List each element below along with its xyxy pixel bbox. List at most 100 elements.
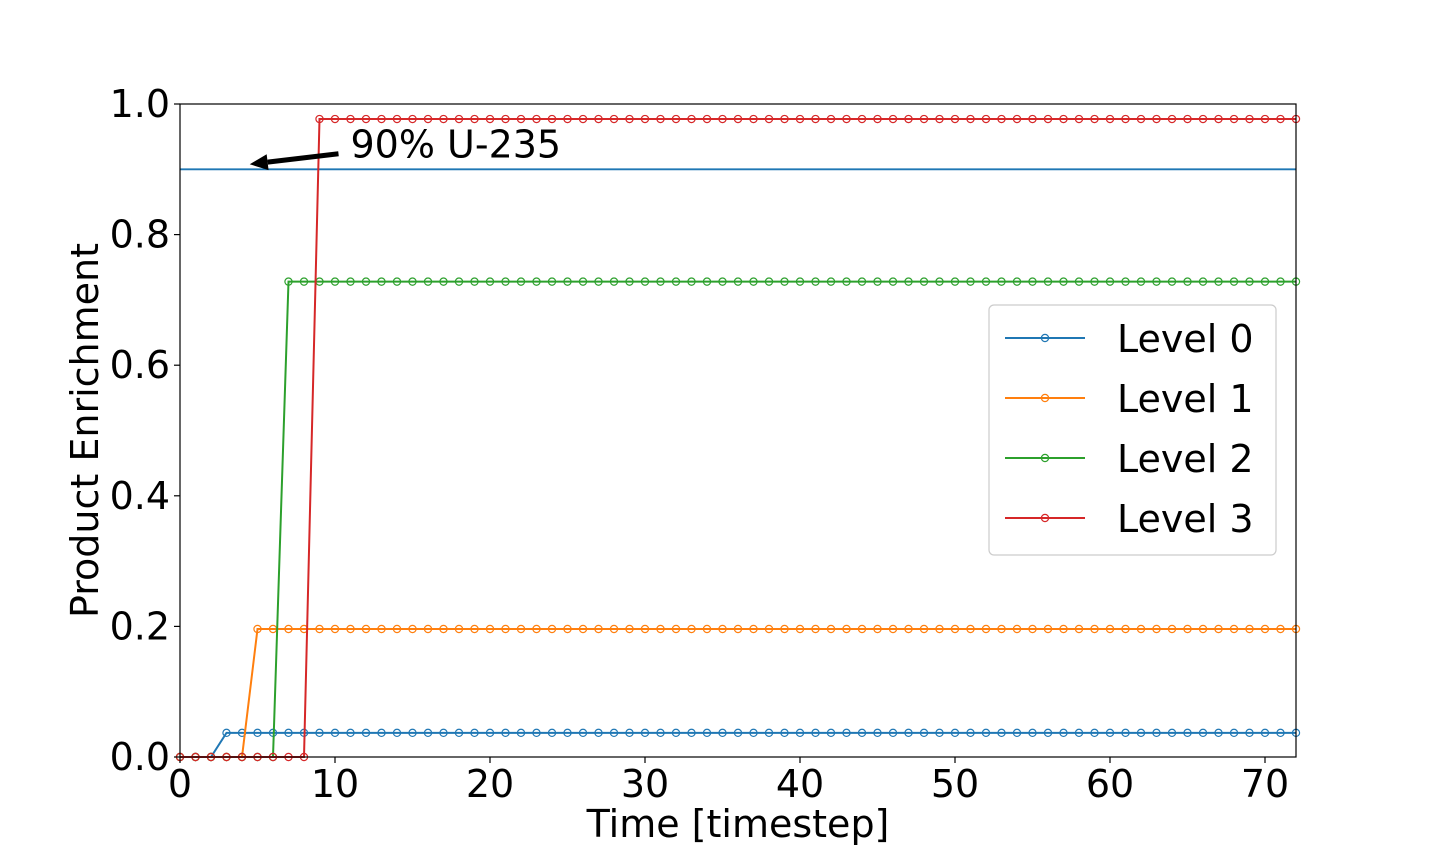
data-point <box>361 728 371 738</box>
data-point <box>485 624 495 634</box>
data-point <box>1245 728 1254 738</box>
legend-label: Level 3 <box>1117 497 1254 541</box>
data-point <box>532 624 541 634</box>
annotation: 90% U-235 <box>249 123 561 171</box>
data-point <box>501 114 510 124</box>
data-point <box>609 277 619 286</box>
data-point <box>516 114 526 124</box>
y-tick-label: 0.2 <box>110 604 170 648</box>
data-point <box>702 277 712 286</box>
data-point <box>1090 277 1099 286</box>
data-point <box>857 728 867 738</box>
data-point <box>1121 728 1130 738</box>
series-2 <box>175 277 1301 762</box>
data-point <box>377 624 386 634</box>
data-point <box>640 114 650 124</box>
data-point <box>888 114 898 124</box>
data-point <box>1059 728 1068 738</box>
data-point <box>718 728 727 738</box>
data-point <box>656 114 665 124</box>
data-point <box>454 277 464 286</box>
data-point <box>656 624 665 634</box>
data-point <box>361 624 371 634</box>
data-point <box>811 624 820 634</box>
data-point <box>904 277 913 286</box>
data-point <box>578 728 588 738</box>
data-point <box>1198 624 1208 634</box>
x-tick-label: 60 <box>1086 762 1134 806</box>
data-point <box>377 114 386 124</box>
data-point <box>997 624 1006 634</box>
data-point <box>702 624 712 634</box>
data-point <box>1229 728 1239 738</box>
data-point <box>563 728 572 738</box>
data-point <box>1198 277 1208 286</box>
legend-label: Level 1 <box>1117 377 1254 421</box>
legend-swatch-marker <box>1040 333 1050 343</box>
data-point <box>780 277 789 286</box>
data-point <box>640 277 650 286</box>
data-point <box>997 728 1006 738</box>
data-point <box>1136 277 1146 286</box>
y-tick-label: 0.0 <box>110 735 170 779</box>
data-point <box>1074 624 1084 634</box>
data-point <box>1074 114 1084 124</box>
data-point <box>656 728 665 738</box>
data-point <box>423 624 433 634</box>
data-point <box>361 114 371 124</box>
data-point <box>1043 624 1053 634</box>
data-point <box>795 624 805 634</box>
x-tick-label: 50 <box>931 762 979 806</box>
data-point <box>1198 728 1208 738</box>
data-point <box>315 728 324 738</box>
legend-item-1: Level 1 <box>1005 377 1254 421</box>
data-point <box>904 114 913 124</box>
data-point <box>1167 277 1177 286</box>
data-point <box>888 277 898 286</box>
data-point <box>594 277 603 286</box>
data-point <box>1090 728 1099 738</box>
data-point <box>1074 277 1084 286</box>
data-point <box>516 277 526 286</box>
data-point <box>1136 624 1146 634</box>
y-tick-label: 0.4 <box>110 474 170 518</box>
data-point <box>1152 277 1161 286</box>
data-point <box>1260 728 1270 738</box>
data-point <box>346 728 355 738</box>
data-point <box>470 728 479 738</box>
data-point <box>392 624 402 634</box>
data-point <box>1090 624 1099 634</box>
data-point <box>1090 114 1099 124</box>
data-point <box>1214 624 1223 634</box>
data-point <box>1198 114 1208 124</box>
data-point <box>1043 277 1053 286</box>
y-tick-label: 0.6 <box>110 343 170 387</box>
data-point <box>1028 114 1037 124</box>
data-point <box>919 728 929 738</box>
data-point <box>470 114 479 124</box>
data-point <box>222 728 231 738</box>
plot-frame <box>179 103 1297 758</box>
x-axis-label: Time [timestep] <box>586 802 890 846</box>
data-point <box>485 277 495 286</box>
data-point <box>1012 728 1022 738</box>
data-point <box>1012 624 1022 634</box>
data-point <box>873 624 882 634</box>
data-point <box>578 114 588 124</box>
data-point <box>516 624 526 634</box>
data-point <box>1012 114 1022 124</box>
data-point <box>454 728 464 738</box>
data-point <box>253 728 262 738</box>
data-point <box>625 114 634 124</box>
data-point <box>764 114 774 124</box>
data-point <box>764 624 774 634</box>
data-point <box>966 277 975 286</box>
data-point <box>547 728 557 738</box>
data-point <box>718 114 727 124</box>
axis-ticks: 0 10 20 30 40 50 60 70 0.0 0.2 0.4 0.6 0.8 1.0 <box>110 82 1290 806</box>
data-point <box>423 277 433 286</box>
data-point <box>625 624 634 634</box>
data-point <box>439 624 448 634</box>
data-point <box>640 728 650 738</box>
